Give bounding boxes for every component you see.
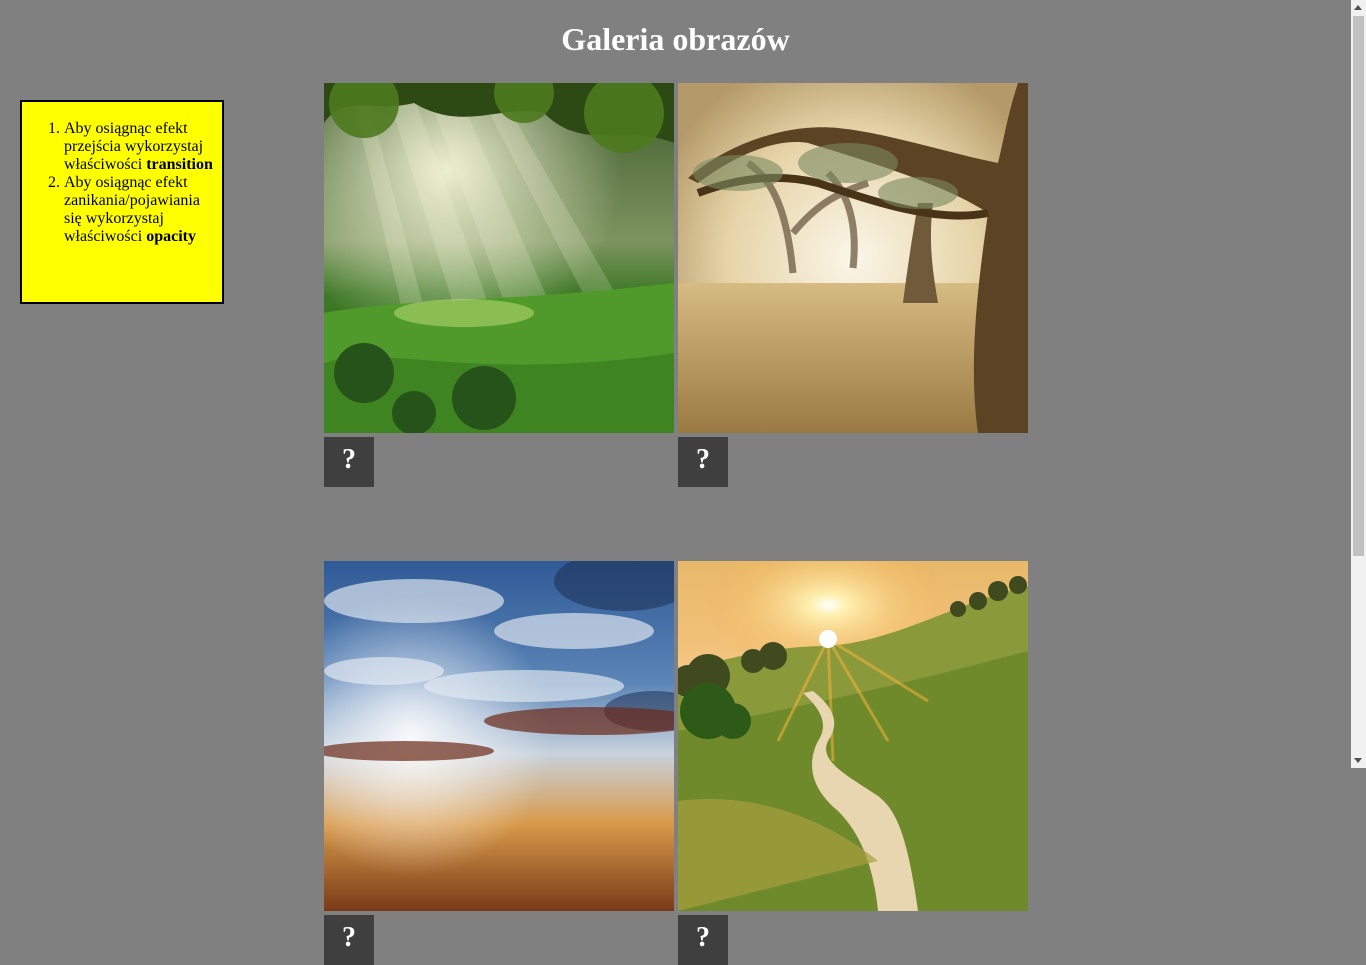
gallery-image-sunset-road[interactable]: [678, 561, 1028, 911]
olive-trees-image: [678, 83, 1028, 433]
instruction-item: Aby osiągnąc efekt zanikania/pojawiania …: [64, 174, 222, 246]
instruction-text: Aby osiągnąc efekt przejścia wykorzystaj…: [64, 120, 204, 173]
scrollbar-thumb[interactable]: [1353, 16, 1364, 556]
page-title: Galeria obrazów: [561, 21, 790, 57]
image-info-button[interactable]: ?: [678, 915, 728, 965]
instruction-keyword: opacity: [146, 228, 196, 245]
instructions-list: Aby osiągnąc efekt przejścia wykorzystaj…: [22, 120, 222, 246]
instruction-text: Aby osiągnąc efekt zanikania/pojawiania …: [64, 174, 200, 245]
gallery-image-forest[interactable]: [324, 83, 674, 433]
scroll-down-arrow-icon[interactable]: [1354, 758, 1362, 763]
instruction-item: Aby osiągnąc efekt przejścia wykorzystaj…: [64, 120, 222, 174]
scroll-up-arrow-icon[interactable]: [1354, 5, 1362, 10]
instruction-keyword: transition: [146, 156, 213, 173]
gallery-image-sky[interactable]: [324, 561, 674, 911]
instructions-box: Aby osiągnąc efekt przejścia wykorzystaj…: [20, 100, 224, 304]
sunset-road-image: [678, 561, 1028, 911]
vertical-scrollbar[interactable]: [1351, 0, 1366, 768]
image-info-button[interactable]: ?: [324, 437, 374, 487]
forest-image: [324, 83, 674, 433]
image-info-button[interactable]: ?: [678, 437, 728, 487]
gallery-image-olive-trees[interactable]: [678, 83, 1028, 433]
sky-image: [324, 561, 674, 911]
image-info-button[interactable]: ?: [324, 915, 374, 965]
